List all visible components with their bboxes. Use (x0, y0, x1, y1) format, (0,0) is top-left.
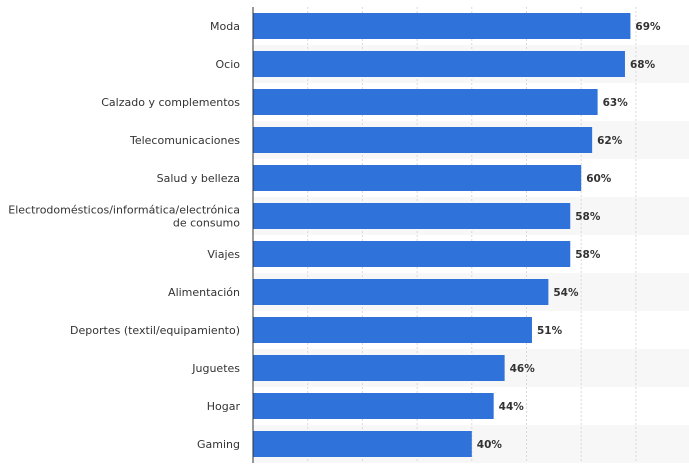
category-label: Alimentación (168, 286, 240, 299)
value-label: 68% (630, 59, 656, 71)
value-label: 69% (635, 21, 661, 33)
category-labels: Moda Ocio Calzado y complementos Telecomuni… (8, 20, 240, 451)
value-label: 54% (553, 287, 579, 299)
bar (253, 165, 582, 191)
bar (253, 203, 571, 229)
value-label: 60% (586, 173, 612, 185)
value-labels: 69% 68% 63% 62% 60% 58% 58% 54% 51% 46% 44% 40% (477, 21, 661, 451)
category-label: Viajes (207, 248, 240, 261)
bar (253, 51, 625, 77)
bars (253, 13, 631, 457)
value-label: 58% (575, 211, 601, 223)
bar (253, 13, 631, 39)
value-label: 51% (537, 325, 563, 337)
bar (253, 393, 494, 419)
bar (253, 89, 598, 115)
category-label: Gaming (197, 438, 240, 451)
category-label: Moda (210, 20, 240, 33)
value-label: 62% (597, 135, 623, 147)
value-label: 40% (477, 439, 503, 451)
bar (253, 355, 505, 381)
category-label: Ocio (216, 58, 241, 71)
value-label: 44% (499, 401, 525, 413)
category-label: Telecomunicaciones (129, 134, 240, 147)
value-label: 63% (603, 97, 629, 109)
bar (253, 279, 549, 305)
category-label: Hogar (207, 400, 241, 413)
bar (253, 241, 571, 267)
value-label: 58% (575, 249, 601, 261)
category-label: Calzado y complementos (101, 96, 240, 109)
bar (253, 317, 532, 343)
category-label: Electrodomésticos/informática/electrónic… (8, 204, 240, 230)
category-label: Juguetes (191, 362, 240, 375)
category-label: Salud y belleza (157, 172, 240, 185)
bar (253, 127, 593, 153)
bar (253, 431, 472, 457)
gridlines (307, 7, 637, 463)
category-label: Deportes (textil/equipamiento) (70, 324, 240, 337)
value-label: 46% (510, 363, 536, 375)
